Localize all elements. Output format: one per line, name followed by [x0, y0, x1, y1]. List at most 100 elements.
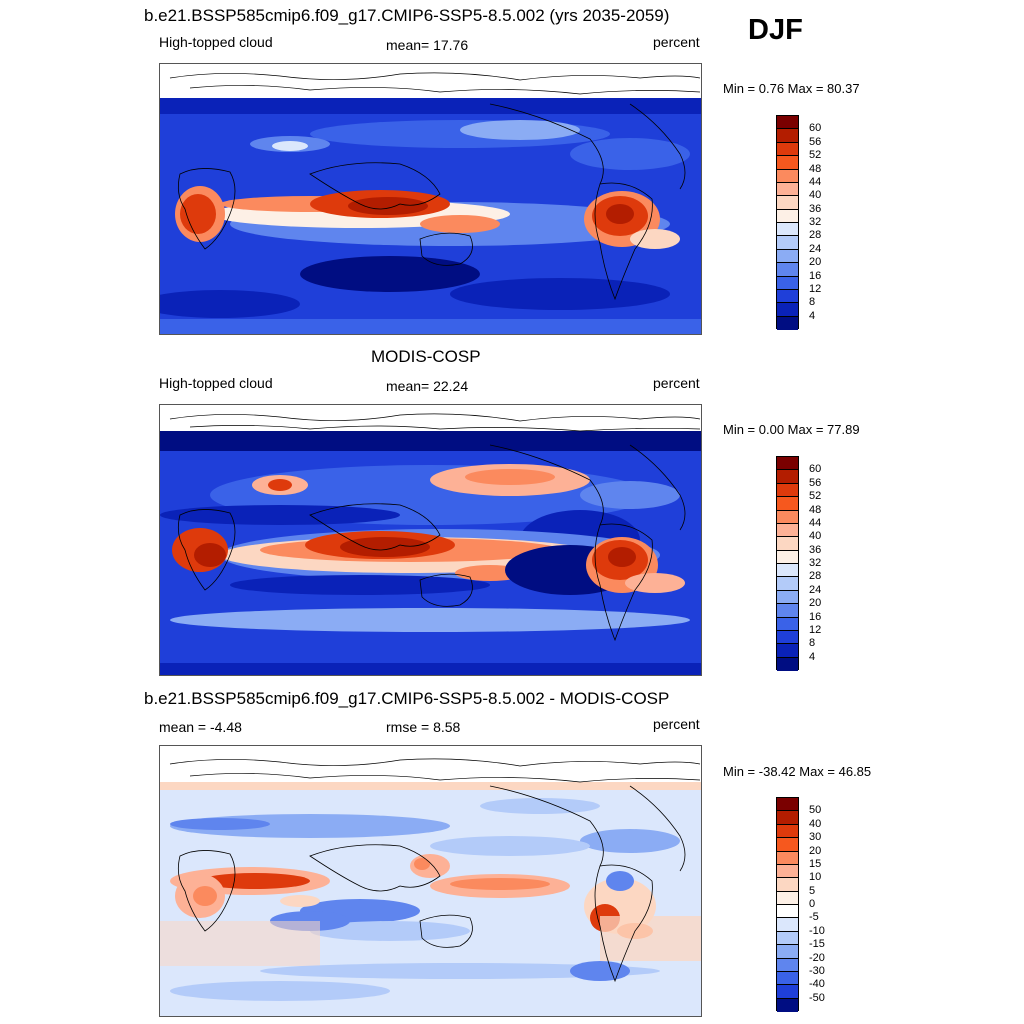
panel3-colorbar-tick-label: 10: [809, 871, 822, 884]
panel2-colorbar-box: [777, 483, 798, 498]
panel2-colorbar-box: [777, 564, 798, 578]
panel1-colorbar-box: [777, 169, 798, 183]
panel2-units-label: percent: [653, 375, 700, 391]
panel2-colorbar-box: [777, 470, 798, 484]
panel1-colorbar-tick-label: 24: [809, 242, 822, 255]
panel1-colorbar-tick-label: 32: [809, 216, 822, 228]
panel2-colorbar-box: [777, 550, 798, 564]
panel3-colorbar-tick-label: 50: [809, 804, 822, 817]
panel2-colorbar-tick-label: 28: [809, 570, 822, 583]
panel3-colorbar-box: [777, 891, 798, 905]
season-label: DJF: [748, 14, 803, 46]
panel2-title: MODIS-COSP: [371, 347, 481, 366]
panel3-mean-label: mean = -4.48: [159, 719, 242, 735]
panel2-colorbar-tick-label: 36: [809, 543, 822, 556]
panel1-colorbar-box: [777, 182, 798, 197]
panel1-colorbar-box: [777, 289, 798, 304]
panel1-colorbar-box: [777, 129, 798, 143]
panel1-colorbar-tick-label: 40: [809, 189, 822, 202]
panel2-colorbar-box: [777, 630, 798, 645]
panel3-map: [159, 745, 702, 1017]
panel1-colorbar-box: [777, 316, 798, 330]
panel1-colorbar-tick-label: 56: [809, 135, 822, 148]
panel3-colorbar-box: [777, 958, 798, 972]
panel2-colorbar-tick-label: 44: [809, 516, 822, 529]
panel1-colorbar-tick-label: 12: [809, 282, 822, 295]
panel1-colorbar-box: [777, 303, 798, 317]
panel3-colorbar-tick-label: -30: [809, 964, 825, 977]
panel3-colorbar-tick-label: 20: [809, 844, 822, 857]
panel3-minmax-label: Min = -38.42 Max = 46.85: [723, 764, 872, 779]
panel3-colorbar-tick-label: 40: [809, 817, 822, 830]
panel3-colorbar-box: [777, 838, 798, 852]
panel1-colorbar-box: [777, 116, 798, 130]
panel3-colorbar-tick-label: -40: [809, 978, 825, 991]
panel1-minmax-label: Min = 0.76 Max = 80.37: [723, 81, 860, 96]
panel2-colorbar-box: [777, 644, 798, 658]
panel2-colorbar-box: [777, 617, 798, 631]
panel1-colorbar-box: [777, 263, 798, 277]
panel2-colorbar-tick-label: 40: [809, 530, 822, 543]
panel1-colorbar-tick-label: 16: [809, 269, 822, 282]
panel3-colorbar-box: [777, 931, 798, 946]
panel2-variable-label: High-topped cloud: [159, 375, 273, 391]
panel1-colorbar-box: [777, 196, 798, 210]
panel2-mean-label: mean= 22.24: [386, 378, 469, 394]
panel3-colorbar-box: [777, 945, 798, 959]
panel1-colorbar-box: [777, 156, 798, 170]
panel1-colorbar-box: [777, 249, 798, 264]
panel3-colorbar-box: [777, 918, 798, 932]
panel1-colorbar-tick-label: 52: [809, 149, 822, 162]
panel1-colorbar-tick-label: 60: [809, 122, 822, 135]
panel1-colorbar-box: [777, 142, 798, 157]
panel2-colorbar-tick-label: 24: [809, 583, 822, 596]
panel3-colorbar-tick-label: 30: [809, 831, 822, 844]
panel2-colorbar-tick-label: 48: [809, 503, 822, 516]
panel1-map: [159, 63, 702, 335]
panel2-colorbar-box: [777, 510, 798, 524]
panel2-colorbar-tick-label: 52: [809, 490, 822, 503]
panel2-colorbar-box: [777, 457, 798, 471]
panel1-colorbar-tick-label: 20: [809, 256, 822, 269]
panel3-colorbar-tick-label: -20: [809, 951, 825, 964]
panel3-colorbar-tick-label: -5: [809, 911, 819, 924]
panel1-colorbar-box: [777, 276, 798, 290]
panel2-colorbar-tick-label: 56: [809, 476, 822, 489]
panel3-colorbar-box: [777, 798, 798, 812]
panel3-colorbar-box: [777, 824, 798, 839]
panel2-colorbar-box: [777, 537, 798, 551]
panel1-mean-label: mean= 17.76: [386, 37, 469, 53]
panel2-colorbar-tick-label: 12: [809, 623, 822, 636]
panel2-colorbar-box: [777, 604, 798, 618]
panel3-colorbar-box: [777, 985, 798, 999]
panel1-colorbar-tick-label: 28: [809, 229, 822, 242]
panel3-colorbar-box: [777, 864, 798, 879]
panel3-units-label: percent: [653, 716, 700, 732]
panel2-map: [159, 404, 702, 676]
panel1-colorbar-tick-label: 36: [809, 202, 822, 215]
panel3-title: b.e21.BSSP585cmip6.f09_g17.CMIP6-SSP5-8.…: [144, 689, 670, 708]
panel3-colorbar-box: [777, 971, 798, 986]
panel3-colorbar-box: [777, 878, 798, 892]
panel2-colorbar-tick-label: 20: [809, 597, 822, 610]
panel2-colorbar-box: [777, 577, 798, 591]
panel2-colorbar-box: [777, 590, 798, 605]
panel3-colorbar-tick-label: -50: [809, 991, 825, 1004]
panel3-colorbar-box: [777, 905, 798, 919]
panel3-colorbar-box: [777, 811, 798, 825]
panel3-rmse-label: rmse = 8.58: [386, 719, 461, 735]
panel1-title: b.e21.BSSP585cmip6.f09_g17.CMIP6-SSP5-8.…: [144, 6, 670, 25]
panel3-colorbar-box: [777, 998, 798, 1012]
panel2-colorbar-box: [777, 497, 798, 511]
panel3-colorbar-tick-label: 5: [809, 884, 816, 897]
panel3-colorbar-tick-label: 0: [809, 898, 816, 910]
panel2-colorbar-box: [777, 523, 798, 538]
panel1-colorbar-tick-label: 44: [809, 175, 822, 188]
panel1-variable-label: High-topped cloud: [159, 34, 273, 50]
panel3-colorbar-box: [777, 851, 798, 865]
panel2-colorbar-tick-label: 32: [809, 557, 822, 569]
panel1-colorbar-tick-label: 8: [809, 296, 816, 309]
panel1-colorbar-tick-label: 48: [809, 162, 822, 175]
panel3-colorbar-tick-label: -15: [809, 938, 825, 951]
panel2-colorbar-tick-label: 16: [809, 610, 822, 623]
